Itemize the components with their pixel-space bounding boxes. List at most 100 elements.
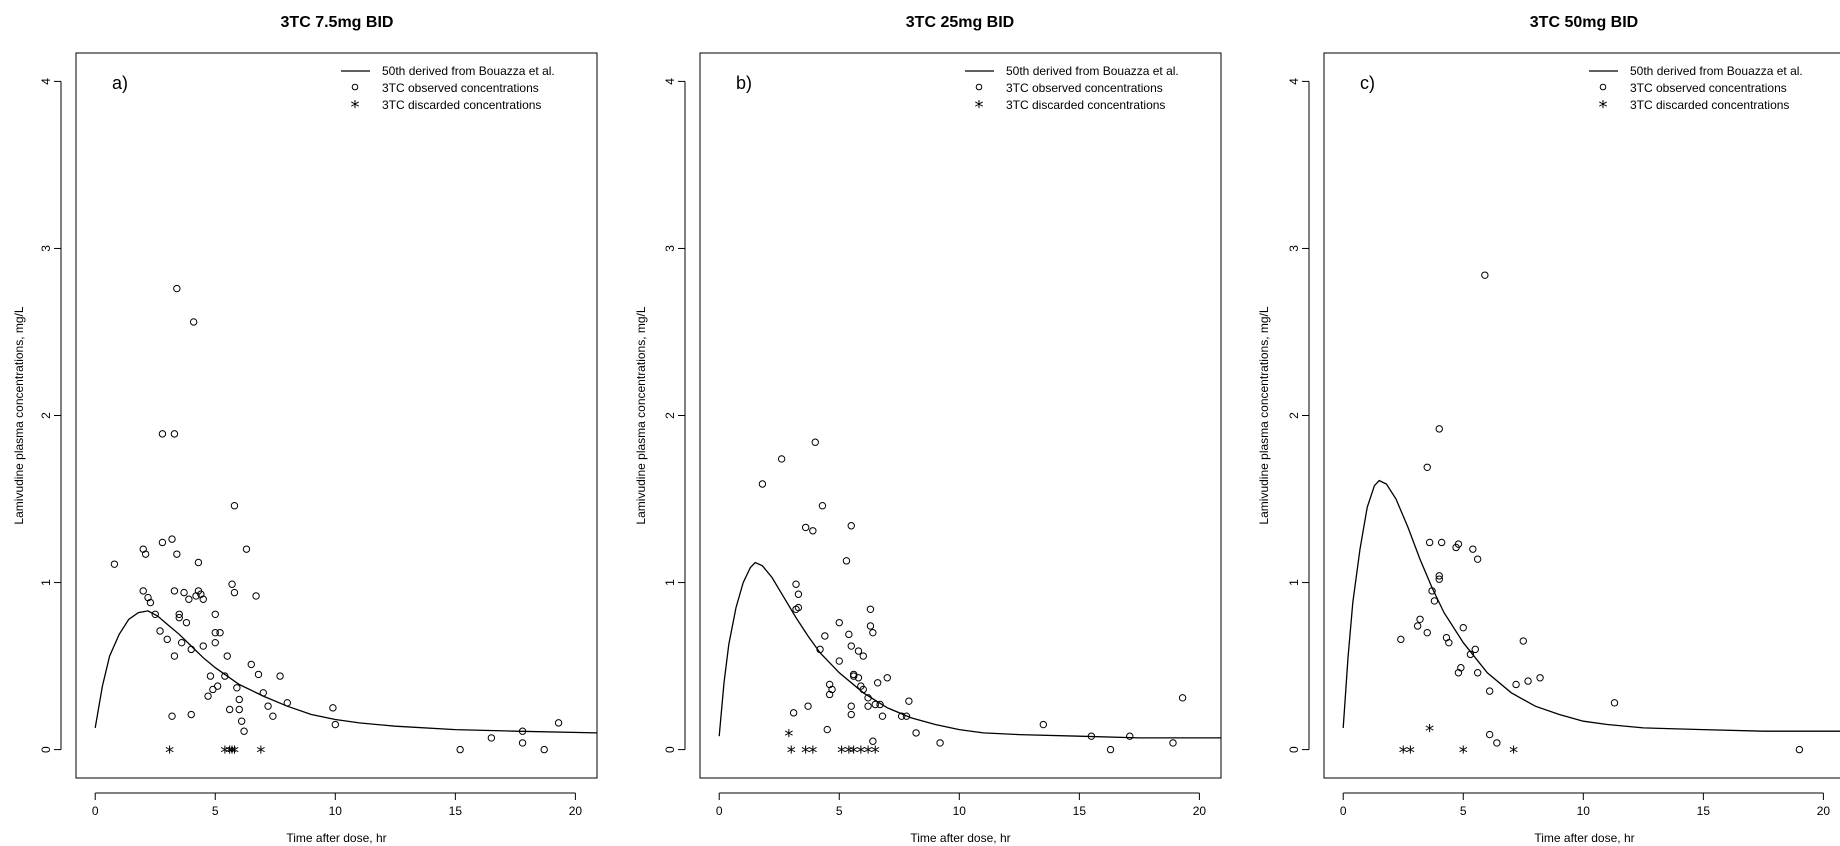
legend-entry: 50th derived from Bouazza et al.: [1006, 64, 1179, 78]
observed-point: [866, 605, 875, 613]
observed-point: [276, 672, 284, 680]
y-tick-label: 0: [1287, 746, 1301, 753]
observed-point: [1445, 638, 1453, 647]
observed-point: [139, 587, 147, 595]
observed-point: [156, 627, 164, 635]
y-tick-label: 2: [1287, 412, 1301, 419]
observed-point: [1413, 622, 1422, 630]
observed-point: [1423, 463, 1431, 471]
observed-point: [902, 712, 911, 720]
discarded-point: *: [220, 743, 229, 764]
observed-point: [835, 618, 843, 627]
discarded-point: *: [849, 743, 858, 764]
observed-point: [1610, 699, 1619, 707]
x-tick-label: 10: [953, 804, 967, 818]
x-axis-label: Time after dose, hr: [1534, 831, 1634, 845]
observed-point: [1519, 637, 1527, 645]
observed-point: [866, 622, 875, 630]
observed-point: [110, 560, 119, 568]
observed-point: [240, 727, 248, 735]
y-tick-label: 4: [39, 78, 53, 85]
observed-point: [1169, 739, 1177, 747]
x-tick-label: 10: [329, 804, 343, 818]
x-tick-label: 15: [1697, 804, 1711, 818]
observed-point: [175, 610, 183, 618]
observed-point: [221, 672, 229, 680]
chart-title: 3TC 7.5mg BID: [281, 14, 394, 31]
observed-point: [163, 635, 171, 644]
observed-point: [758, 480, 767, 488]
discarded-point: *: [787, 743, 796, 764]
x-tick-label: 0: [92, 804, 99, 818]
observed-point: [1425, 538, 1434, 547]
observed-point: [828, 685, 836, 694]
observed-point: [237, 717, 246, 725]
observed-point: [1423, 628, 1431, 637]
observed-point: [1397, 635, 1405, 644]
observed-point: [1178, 694, 1187, 702]
observed-point: [859, 685, 867, 694]
x-tick-label: 5: [1460, 804, 1467, 818]
observed-point: [146, 598, 155, 607]
x-axis-label: Time after dose, hr: [910, 831, 1010, 845]
x-tick-label: 5: [212, 804, 219, 818]
observed-point: [1106, 745, 1115, 754]
observed-point: [1457, 664, 1465, 672]
observed-point: [794, 603, 803, 612]
observed-point: [854, 674, 863, 682]
y-tick-label: 3: [1287, 245, 1301, 252]
y-tick-label: 2: [663, 412, 677, 419]
y-tick-label: 1: [39, 579, 53, 586]
legend-entry: 3TC discarded concentrations: [1630, 98, 1789, 112]
observed-point: [823, 725, 831, 734]
observed-point: [177, 638, 186, 647]
observed-point: [211, 628, 219, 637]
plot-area: * **** *: [94, 284, 597, 764]
median-curve: [1342, 479, 1840, 732]
observed-point: [1473, 555, 1482, 563]
observed-point: [811, 438, 819, 446]
observed-point: [173, 550, 181, 558]
observed-point: [847, 702, 855, 710]
median-curve: [94, 610, 597, 734]
x-tick-label: 20: [569, 804, 583, 818]
observed-point: [854, 647, 863, 655]
discarded-point: *: [225, 743, 234, 764]
observed-point: [213, 682, 222, 690]
observed-point: [1435, 425, 1443, 433]
observed-point: [842, 557, 851, 565]
observed-point: [1039, 720, 1048, 729]
observed-point: [873, 679, 882, 687]
discarded-point: *: [784, 726, 793, 747]
y-tick-label: 3: [39, 245, 53, 252]
discarded-point: *: [844, 743, 853, 764]
observed-point: [1473, 669, 1482, 677]
observed-point: [329, 704, 337, 712]
median-curve: [718, 561, 1221, 739]
observed-point: [235, 705, 243, 714]
observed-point: [216, 628, 224, 637]
observed-point: [1493, 739, 1501, 747]
observed-point: [168, 535, 176, 543]
observed-point: [912, 729, 920, 737]
observed-point: [187, 645, 195, 654]
observed-point: [835, 657, 843, 665]
observed-point: [170, 430, 179, 438]
discarded-point: *: [837, 743, 846, 764]
plot-frame: [1323, 52, 1840, 779]
observed-point: [242, 545, 251, 553]
legend-entry: 50th derived from Bouazza et al.: [1630, 64, 1803, 78]
observed-point: [283, 699, 291, 707]
observed-point: [1795, 745, 1804, 754]
x-tick-label: 15: [449, 804, 463, 818]
discarded-point: *: [1459, 743, 1468, 764]
observed-point: [847, 710, 855, 719]
observed-point: [170, 652, 179, 660]
observed-point: [818, 502, 827, 510]
chart-title: 3TC 50mg BID: [1530, 14, 1638, 31]
discarded-point: *: [871, 743, 880, 764]
observed-point: [1485, 687, 1494, 695]
discarded-point: *: [1406, 743, 1415, 764]
legend-entry: 3TC observed concentrations: [1630, 81, 1787, 95]
observed-point: [168, 712, 176, 720]
